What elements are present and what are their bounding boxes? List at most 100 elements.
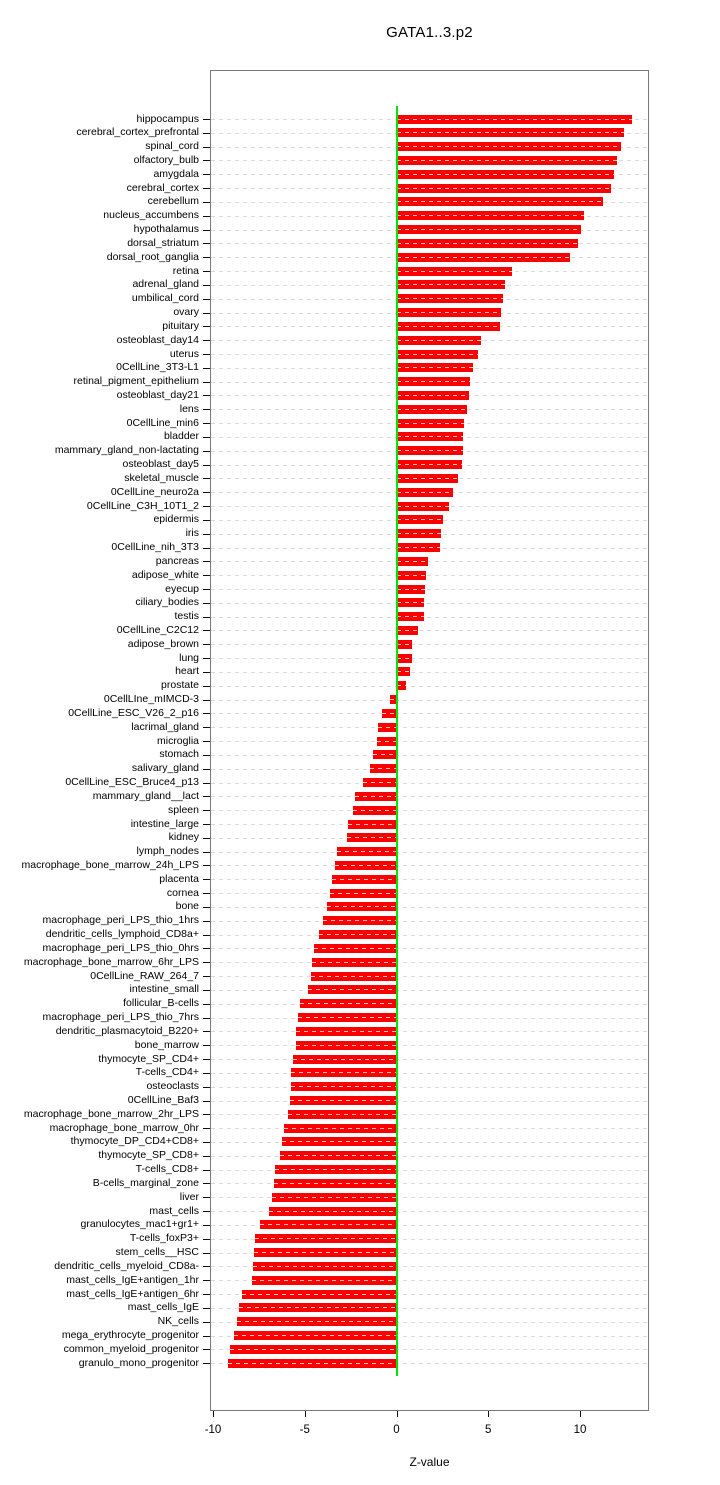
bar bbox=[390, 695, 397, 705]
y-axis-tick bbox=[203, 436, 210, 438]
y-axis-tick bbox=[203, 298, 210, 300]
y-axis-tick bbox=[203, 243, 210, 245]
row-gridline bbox=[211, 1307, 648, 1309]
y-axis-tick bbox=[203, 837, 210, 839]
row-label: lens bbox=[179, 402, 199, 415]
bar bbox=[323, 916, 397, 926]
row-label: common_myeloid_progenitor bbox=[63, 1342, 199, 1355]
row-label: 0CellLIne_mIMCD-3 bbox=[103, 693, 199, 706]
x-tick-label: 0 bbox=[393, 1424, 400, 1436]
y-axis-tick bbox=[203, 1086, 210, 1088]
zero-line bbox=[395, 106, 398, 1376]
row-label: ovary bbox=[173, 306, 199, 319]
y-axis-tick bbox=[203, 464, 210, 466]
bar bbox=[396, 487, 454, 497]
bar bbox=[288, 1109, 397, 1119]
bar bbox=[290, 1096, 397, 1105]
y-axis-tick bbox=[203, 1197, 210, 1199]
row-gridline bbox=[211, 699, 648, 701]
row-gridline bbox=[211, 1197, 648, 1199]
row-label: spleen bbox=[168, 803, 199, 816]
y-axis-tick bbox=[203, 561, 210, 563]
y-axis-tick bbox=[203, 160, 210, 162]
y-axis-tick bbox=[203, 685, 210, 687]
row-label: cerebral_cortex_prefrontal bbox=[76, 126, 199, 139]
row-label: bone_marrow bbox=[134, 1038, 199, 1051]
y-axis-tick bbox=[203, 810, 210, 812]
row-gridline bbox=[211, 948, 648, 950]
row-label: bone bbox=[175, 900, 199, 913]
row-label: lung bbox=[179, 651, 199, 664]
bar bbox=[381, 708, 397, 718]
row-gridline bbox=[211, 879, 648, 881]
bar bbox=[335, 860, 397, 870]
bar bbox=[319, 930, 397, 940]
row-label: 0CellLine_neuro2a bbox=[110, 485, 199, 498]
y-axis-tick bbox=[203, 132, 210, 134]
row-gridline bbox=[211, 1155, 648, 1157]
bar bbox=[396, 639, 413, 649]
y-axis-tick bbox=[203, 1307, 210, 1309]
y-axis-tick bbox=[203, 1169, 210, 1171]
row-gridline bbox=[211, 1211, 648, 1213]
bar bbox=[396, 363, 473, 373]
bar bbox=[271, 1192, 397, 1202]
y-axis-tick bbox=[203, 879, 210, 881]
bar bbox=[312, 957, 397, 967]
bar bbox=[268, 1206, 397, 1216]
bar bbox=[396, 543, 440, 553]
row-gridline bbox=[211, 741, 648, 743]
y-axis-tick bbox=[203, 713, 210, 715]
row-gridline bbox=[211, 1169, 648, 1171]
bar bbox=[396, 238, 579, 248]
bar bbox=[396, 155, 617, 165]
y-axis-tick bbox=[203, 1266, 210, 1268]
row-gridline bbox=[211, 1363, 648, 1365]
y-axis-tick bbox=[203, 367, 210, 369]
bar bbox=[396, 390, 470, 400]
y-axis-tick bbox=[203, 340, 210, 342]
y-axis-tick bbox=[203, 1183, 210, 1185]
bar bbox=[396, 183, 612, 193]
bar bbox=[396, 529, 442, 539]
row-gridline bbox=[211, 658, 648, 660]
bar bbox=[259, 1220, 397, 1230]
row-label: mega_erythrocyte_progenitor bbox=[61, 1329, 199, 1341]
bar bbox=[378, 722, 397, 732]
y-axis-tick bbox=[203, 174, 210, 176]
y-axis-tick bbox=[203, 478, 210, 480]
row-gridline bbox=[211, 575, 648, 577]
row-gridline bbox=[211, 644, 648, 646]
row-label: pancreas bbox=[155, 554, 199, 567]
row-label: umbilical_cord bbox=[131, 292, 199, 305]
y-axis-tick bbox=[203, 754, 210, 756]
row-label: macrophage_bone_marrow_2hr_LPS bbox=[23, 1107, 199, 1120]
y-axis-tick bbox=[203, 146, 210, 148]
y-axis-tick bbox=[203, 1335, 210, 1337]
bar bbox=[292, 1054, 397, 1064]
row-label: uterus bbox=[169, 347, 199, 360]
y-axis-tick bbox=[203, 699, 210, 701]
bar bbox=[251, 1275, 397, 1285]
y-axis-tick bbox=[203, 616, 210, 618]
y-axis-tick bbox=[203, 1349, 210, 1351]
y-axis-tick bbox=[203, 284, 210, 286]
bar bbox=[396, 169, 615, 179]
y-axis-tick bbox=[203, 1059, 210, 1061]
row-gridline bbox=[211, 1059, 648, 1061]
y-axis-tick bbox=[203, 1031, 210, 1033]
bar bbox=[396, 280, 506, 290]
y-axis-tick bbox=[203, 741, 210, 743]
row-label: skeletal_muscle bbox=[124, 471, 199, 484]
bar bbox=[290, 1068, 397, 1078]
row-label: 0CellLine_nih_3T3 bbox=[111, 541, 199, 554]
row-label: mast_cells_IgE bbox=[127, 1301, 199, 1314]
bar bbox=[295, 1040, 397, 1050]
row-label: NK_cells bbox=[157, 1315, 199, 1328]
row-label: macrophage_bone_marrow_24h_LPS bbox=[21, 858, 199, 871]
row-gridline bbox=[211, 685, 648, 687]
row-label: mammary_gland_non-lactating bbox=[54, 444, 199, 457]
y-axis-tick bbox=[203, 326, 210, 328]
row-label: osteoblast_day14 bbox=[116, 333, 199, 346]
y-axis-tick bbox=[203, 796, 210, 798]
